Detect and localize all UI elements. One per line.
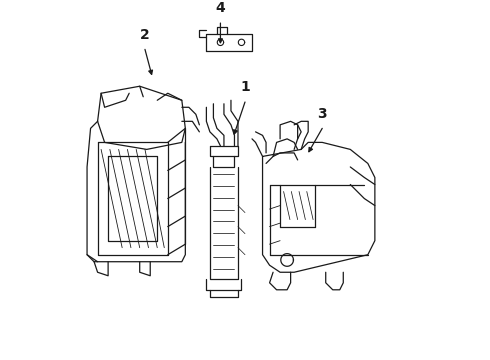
Text: 1: 1 (240, 80, 250, 94)
Text: 2: 2 (140, 28, 150, 42)
Text: 3: 3 (318, 107, 327, 121)
Text: 4: 4 (216, 1, 225, 15)
